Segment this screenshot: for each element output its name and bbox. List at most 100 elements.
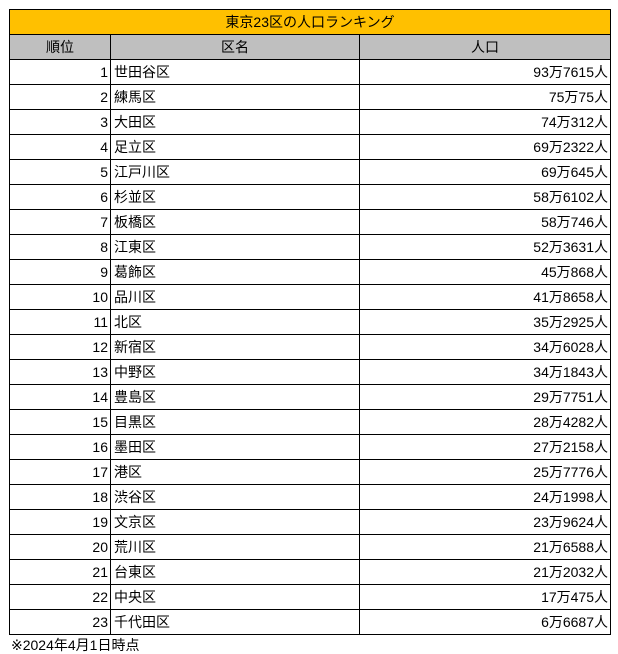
- population-cell: 41万8658人: [359, 284, 611, 310]
- rank-cell: 15: [9, 409, 111, 435]
- population-cell: 34万6028人: [359, 334, 611, 360]
- population-cell: 25万7776人: [359, 459, 611, 485]
- population-cell: 23万9624人: [359, 509, 611, 535]
- header-population: 人口: [359, 34, 611, 60]
- rank-cell: 4: [9, 134, 111, 160]
- header-name: 区名: [110, 34, 360, 60]
- table-row: 22 中央区 17万475人: [9, 584, 611, 610]
- ward-name-cell: 世田谷区: [110, 59, 360, 85]
- rank-cell: 3: [9, 109, 111, 135]
- table-title: 東京23区の人口ランキング: [9, 9, 611, 35]
- ward-name-cell: 板橋区: [110, 209, 360, 235]
- table-row: 17 港区 25万7776人: [9, 459, 611, 485]
- ward-name-cell: 中野区: [110, 359, 360, 385]
- ward-name-cell: 荒川区: [110, 534, 360, 560]
- table-row: 13 中野区 34万1843人: [9, 359, 611, 385]
- ward-name-cell: 北区: [110, 309, 360, 335]
- ward-name-cell: 文京区: [110, 509, 360, 535]
- population-cell: 27万2158人: [359, 434, 611, 460]
- table-row: 19 文京区 23万9624人: [9, 509, 611, 535]
- ward-name-cell: 台東区: [110, 559, 360, 585]
- rank-cell: 16: [9, 434, 111, 460]
- ward-name-cell: 港区: [110, 459, 360, 485]
- table-row: 7 板橋区 58万746人: [9, 209, 611, 235]
- population-cell: 45万868人: [359, 259, 611, 285]
- table-row: 18 渋谷区 24万1998人: [9, 484, 611, 510]
- rank-cell: 14: [9, 384, 111, 410]
- table-row: 14 豊島区 29万7751人: [9, 384, 611, 410]
- title-row: 東京23区の人口ランキング: [9, 9, 611, 35]
- ward-name-cell: 千代田区: [110, 609, 360, 635]
- rank-cell: 2: [9, 84, 111, 110]
- ward-name-cell: 中央区: [110, 584, 360, 610]
- rank-cell: 23: [9, 609, 111, 635]
- table-row: 11 北区 35万2925人: [9, 309, 611, 335]
- rank-cell: 22: [9, 584, 111, 610]
- ward-name-cell: 目黒区: [110, 409, 360, 435]
- population-cell: 52万3631人: [359, 234, 611, 260]
- population-cell: 58万746人: [359, 209, 611, 235]
- ward-name-cell: 練馬区: [110, 84, 360, 110]
- table-row: 12 新宿区 34万6028人: [9, 334, 611, 360]
- population-cell: 69万2322人: [359, 134, 611, 160]
- ward-name-cell: 品川区: [110, 284, 360, 310]
- population-cell: 21万6588人: [359, 534, 611, 560]
- table-row: 6 杉並区 58万6102人: [9, 184, 611, 210]
- ward-name-cell: 葛飾区: [110, 259, 360, 285]
- table-row: 9 葛飾区 45万868人: [9, 259, 611, 285]
- footnote: ※2024年4月1日時点: [11, 637, 140, 653]
- ward-name-cell: 江東区: [110, 234, 360, 260]
- population-cell: 21万2032人: [359, 559, 611, 585]
- table-row: 2 練馬区 75万75人: [9, 84, 611, 110]
- population-cell: 75万75人: [359, 84, 611, 110]
- table-row: 5 江戸川区 69万645人: [9, 159, 611, 185]
- population-cell: 35万2925人: [359, 309, 611, 335]
- population-cell: 17万475人: [359, 584, 611, 610]
- ward-name-cell: 大田区: [110, 109, 360, 135]
- rank-cell: 8: [9, 234, 111, 260]
- rank-cell: 21: [9, 559, 111, 585]
- table-row: 1 世田谷区 93万7615人: [9, 59, 611, 85]
- rank-cell: 17: [9, 459, 111, 485]
- header-row: 順位 区名 人口: [9, 34, 611, 60]
- ward-name-cell: 江戸川区: [110, 159, 360, 185]
- population-cell: 24万1998人: [359, 484, 611, 510]
- rank-cell: 13: [9, 359, 111, 385]
- population-cell: 28万4282人: [359, 409, 611, 435]
- population-cell: 74万312人: [359, 109, 611, 135]
- ward-name-cell: 新宿区: [110, 334, 360, 360]
- ward-name-cell: 足立区: [110, 134, 360, 160]
- population-cell: 29万7751人: [359, 384, 611, 410]
- population-cell: 58万6102人: [359, 184, 611, 210]
- table-row: 3 大田区 74万312人: [9, 109, 611, 135]
- rank-cell: 11: [9, 309, 111, 335]
- rank-cell: 19: [9, 509, 111, 535]
- table-row: 23 千代田区 6万6687人: [9, 609, 611, 635]
- rank-cell: 1: [9, 59, 111, 85]
- table-row: 16 墨田区 27万2158人: [9, 434, 611, 460]
- rank-cell: 7: [9, 209, 111, 235]
- ward-name-cell: 豊島区: [110, 384, 360, 410]
- table-row: 4 足立区 69万2322人: [9, 134, 611, 160]
- ward-name-cell: 渋谷区: [110, 484, 360, 510]
- header-rank: 順位: [9, 34, 111, 60]
- population-cell: 6万6687人: [359, 609, 611, 635]
- table-row: 8 江東区 52万3631人: [9, 234, 611, 260]
- population-cell: 93万7615人: [359, 59, 611, 85]
- ward-name-cell: 杉並区: [110, 184, 360, 210]
- rank-cell: 5: [9, 159, 111, 185]
- table-row: 21 台東区 21万2032人: [9, 559, 611, 585]
- rank-cell: 12: [9, 334, 111, 360]
- population-ranking-table: 東京23区の人口ランキング 順位 区名 人口 1 世田谷区 93万7615人 2 練馬区…: [9, 9, 611, 635]
- rank-cell: 9: [9, 259, 111, 285]
- table-row: 10 品川区 41万8658人: [9, 284, 611, 310]
- table-row: 15 目黒区 28万4282人: [9, 409, 611, 435]
- rank-cell: 20: [9, 534, 111, 560]
- rank-cell: 10: [9, 284, 111, 310]
- table-row: 20 荒川区 21万6588人: [9, 534, 611, 560]
- population-cell: 69万645人: [359, 159, 611, 185]
- rank-cell: 18: [9, 484, 111, 510]
- ward-name-cell: 墨田区: [110, 434, 360, 460]
- rank-cell: 6: [9, 184, 111, 210]
- population-cell: 34万1843人: [359, 359, 611, 385]
